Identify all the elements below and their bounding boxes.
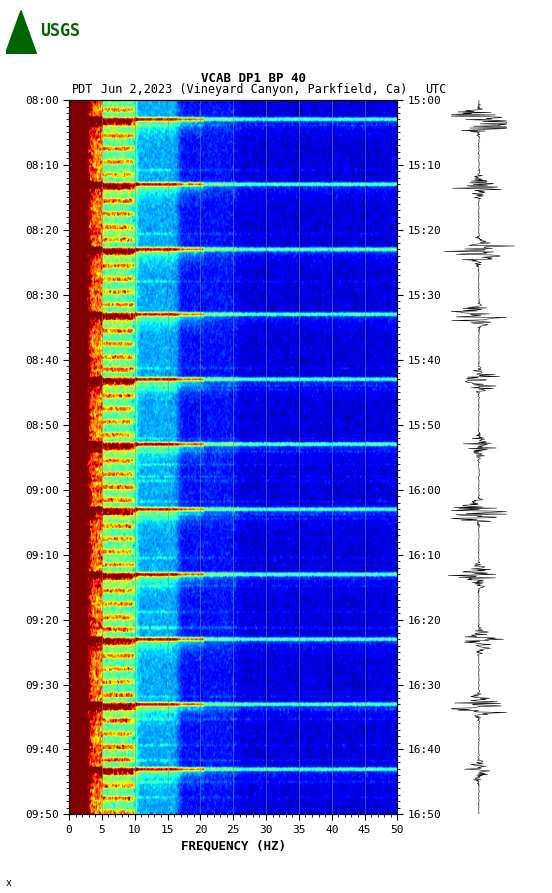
Text: VCAB DP1 BP 40: VCAB DP1 BP 40 bbox=[201, 71, 306, 85]
Text: x: x bbox=[6, 878, 12, 888]
Text: USGS: USGS bbox=[40, 22, 80, 40]
X-axis label: FREQUENCY (HZ): FREQUENCY (HZ) bbox=[181, 839, 286, 852]
Text: UTC: UTC bbox=[425, 82, 447, 96]
Polygon shape bbox=[6, 11, 36, 54]
Text: PDT: PDT bbox=[72, 82, 93, 96]
Text: Jun 2,2023 (Vineyard Canyon, Parkfield, Ca): Jun 2,2023 (Vineyard Canyon, Parkfield, … bbox=[100, 82, 407, 96]
